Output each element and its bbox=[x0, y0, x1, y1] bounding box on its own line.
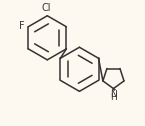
Text: N: N bbox=[110, 90, 117, 99]
Text: Cl: Cl bbox=[42, 3, 51, 13]
Text: F: F bbox=[19, 21, 25, 31]
Text: H: H bbox=[110, 93, 117, 102]
